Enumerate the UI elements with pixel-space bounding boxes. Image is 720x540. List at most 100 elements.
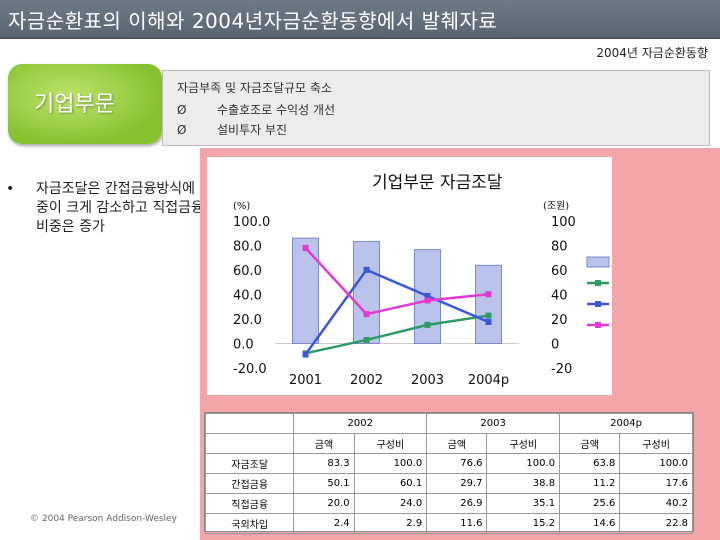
- right-tick-label: 0: [551, 338, 559, 353]
- table-cell: 15.2: [486, 513, 561, 534]
- table-column-row: 금액 구성비 금액 구성비 금액 구성비: [204, 433, 693, 454]
- table-year-header: 2004p: [559, 413, 693, 434]
- table-row: 자금조달 83.3 100.0 76.6 100.0 63.8 100.0: [204, 453, 693, 474]
- left-tick-label: -20.0: [233, 362, 267, 377]
- table-row-label: 자금조달: [204, 453, 295, 474]
- table-cell: 26.9: [426, 493, 488, 514]
- series-point: [363, 311, 370, 318]
- data-table: 2002 2003 2004p 금액 구성비 금액 구성비 금액 구성비 자금조…: [204, 412, 694, 534]
- table-cell: 24.0: [353, 493, 428, 514]
- series-point: [363, 336, 370, 343]
- funding-chart: 기업부문 자금조달 (%) (조원) 100.0 100 80.0 80 60.0 60 40.0…: [233, 173, 610, 388]
- bar: [475, 264, 502, 344]
- right-tick-label: 40: [551, 289, 568, 304]
- table-row: 직접금융 20.0 24.0 26.9 35.1 25.6 40.2: [204, 493, 693, 514]
- left-axis-unit: (%): [233, 201, 250, 212]
- table-corner: [204, 433, 295, 454]
- arrow-bullet-icon: Ø: [177, 103, 187, 117]
- series-point: [485, 318, 492, 325]
- table-cell: 20.0: [293, 493, 355, 514]
- table-row: 간접금융 50.1 60.1 29.7 38.8 11.2 17.6: [204, 473, 693, 494]
- table-cell: 100.0: [486, 453, 561, 474]
- table-column-header: 금액: [559, 433, 621, 454]
- chart-panel: 기업부문 자금조달 (%) (조원) 100.0 100 80.0 80 60.0 60 40.0…: [207, 157, 612, 395]
- table-row: 국외차입 2.4 2.9 11.6 15.2 14.6 22.8: [204, 513, 693, 534]
- table-cell: 38.8: [486, 473, 561, 494]
- table-cell: 17.6: [619, 473, 693, 494]
- table-cell: 14.6: [559, 513, 621, 534]
- summary-item-label: 설비투자 부진: [217, 123, 288, 137]
- table-year-header: 2003: [426, 413, 561, 434]
- table-row-label: 국외차입: [204, 513, 295, 534]
- left-tick-label: 40.0: [233, 289, 262, 304]
- table-cell: 63.8: [559, 453, 621, 474]
- series-line: [304, 268, 489, 356]
- slide-subtitle: 2004년 자금순환동향: [596, 46, 708, 60]
- right-tick-label: 80: [551, 240, 568, 255]
- table-column-header: 구성비: [353, 433, 428, 454]
- bullet-dot-icon: •: [6, 181, 15, 197]
- table-cell: 2.9: [353, 513, 428, 534]
- left-tick-label: 80.0: [233, 240, 262, 255]
- table-year-header: 2002: [293, 413, 428, 434]
- sector-badge: 기업부문: [8, 64, 162, 144]
- table-cell: 29.7: [426, 473, 488, 494]
- table-column-header: 금액: [426, 433, 488, 454]
- legend-swatch-marker: [595, 301, 601, 307]
- bar: [353, 240, 380, 344]
- series-point: [485, 312, 492, 319]
- table-column-header: 구성비: [486, 433, 561, 454]
- right-tick-label: 20: [551, 313, 568, 328]
- sector-badge-label: 기업부문: [34, 92, 115, 117]
- table-corner: [204, 413, 295, 434]
- summary-heading: 자금부족 및 자금조달규모 축소: [177, 81, 332, 95]
- series-point: [485, 291, 492, 298]
- series-line: [304, 247, 489, 316]
- table-row-label: 간접금융: [204, 473, 295, 494]
- summary-box: 자금부족 및 자금조달규모 축소 Ø 수출호조로 수익성 개선 Ø 설비투자 부진: [162, 70, 710, 146]
- right-tick-label: 60: [551, 264, 568, 279]
- left-tick-label: 100.0: [233, 215, 270, 230]
- series-point: [424, 321, 431, 328]
- summary-item-label: 수출호조로 수익성 개선: [217, 103, 336, 117]
- series-point: [302, 351, 309, 358]
- table-cell: 50.1: [293, 473, 355, 494]
- category-label: 2003: [411, 373, 444, 388]
- table-cell: 25.6: [559, 493, 621, 514]
- table-column-header: 구성비: [619, 433, 693, 454]
- table-cell: 11.2: [559, 473, 621, 494]
- copyright-footer: © 2004 Pearson Addison-Wesley: [30, 514, 177, 524]
- series-point: [363, 266, 370, 273]
- table-cell: 100.0: [353, 453, 428, 474]
- left-tick-label: 20.0: [233, 313, 262, 328]
- table-cell: 60.1: [353, 473, 428, 494]
- right-axis-unit: (조원): [543, 200, 569, 212]
- table-year-row: 2002 2003 2004p: [204, 413, 693, 434]
- right-tick-label: -20: [551, 362, 572, 377]
- right-tick-label: 100: [551, 215, 576, 230]
- left-tick-label: 60.0: [233, 264, 262, 279]
- legend-swatch: [586, 256, 610, 268]
- series-point: [302, 244, 309, 251]
- table-row-label: 직접금융: [204, 493, 295, 514]
- arrow-bullet-icon: Ø: [177, 123, 187, 137]
- table-column-header: 금액: [293, 433, 355, 454]
- table-cell: 40.2: [619, 493, 693, 514]
- table-cell: 100.0: [619, 453, 693, 474]
- category-label: 2001: [289, 373, 322, 388]
- chart-title: 기업부문 자금조달: [372, 173, 503, 193]
- table-cell: 11.6: [426, 513, 488, 534]
- table-cell: 35.1: [486, 493, 561, 514]
- table-cell: 76.6: [426, 453, 488, 474]
- table-cell: 22.8: [619, 513, 693, 534]
- legend-swatch-marker: [595, 322, 601, 328]
- legend-swatch-marker: [595, 280, 601, 286]
- left-tick-label: 0.0: [233, 338, 254, 353]
- summary-item: Ø 설비투자 부진: [177, 121, 287, 138]
- title-bar: 자금순환표의 이해와 2004년자금순환동향에서 발췌자료: [0, 0, 720, 39]
- series-line: [305, 314, 489, 355]
- table-cell: 2.4: [293, 513, 355, 534]
- series-point: [424, 292, 431, 299]
- category-label: 2002: [350, 373, 383, 388]
- summary-item: Ø 수출호조로 수익성 개선: [177, 101, 335, 118]
